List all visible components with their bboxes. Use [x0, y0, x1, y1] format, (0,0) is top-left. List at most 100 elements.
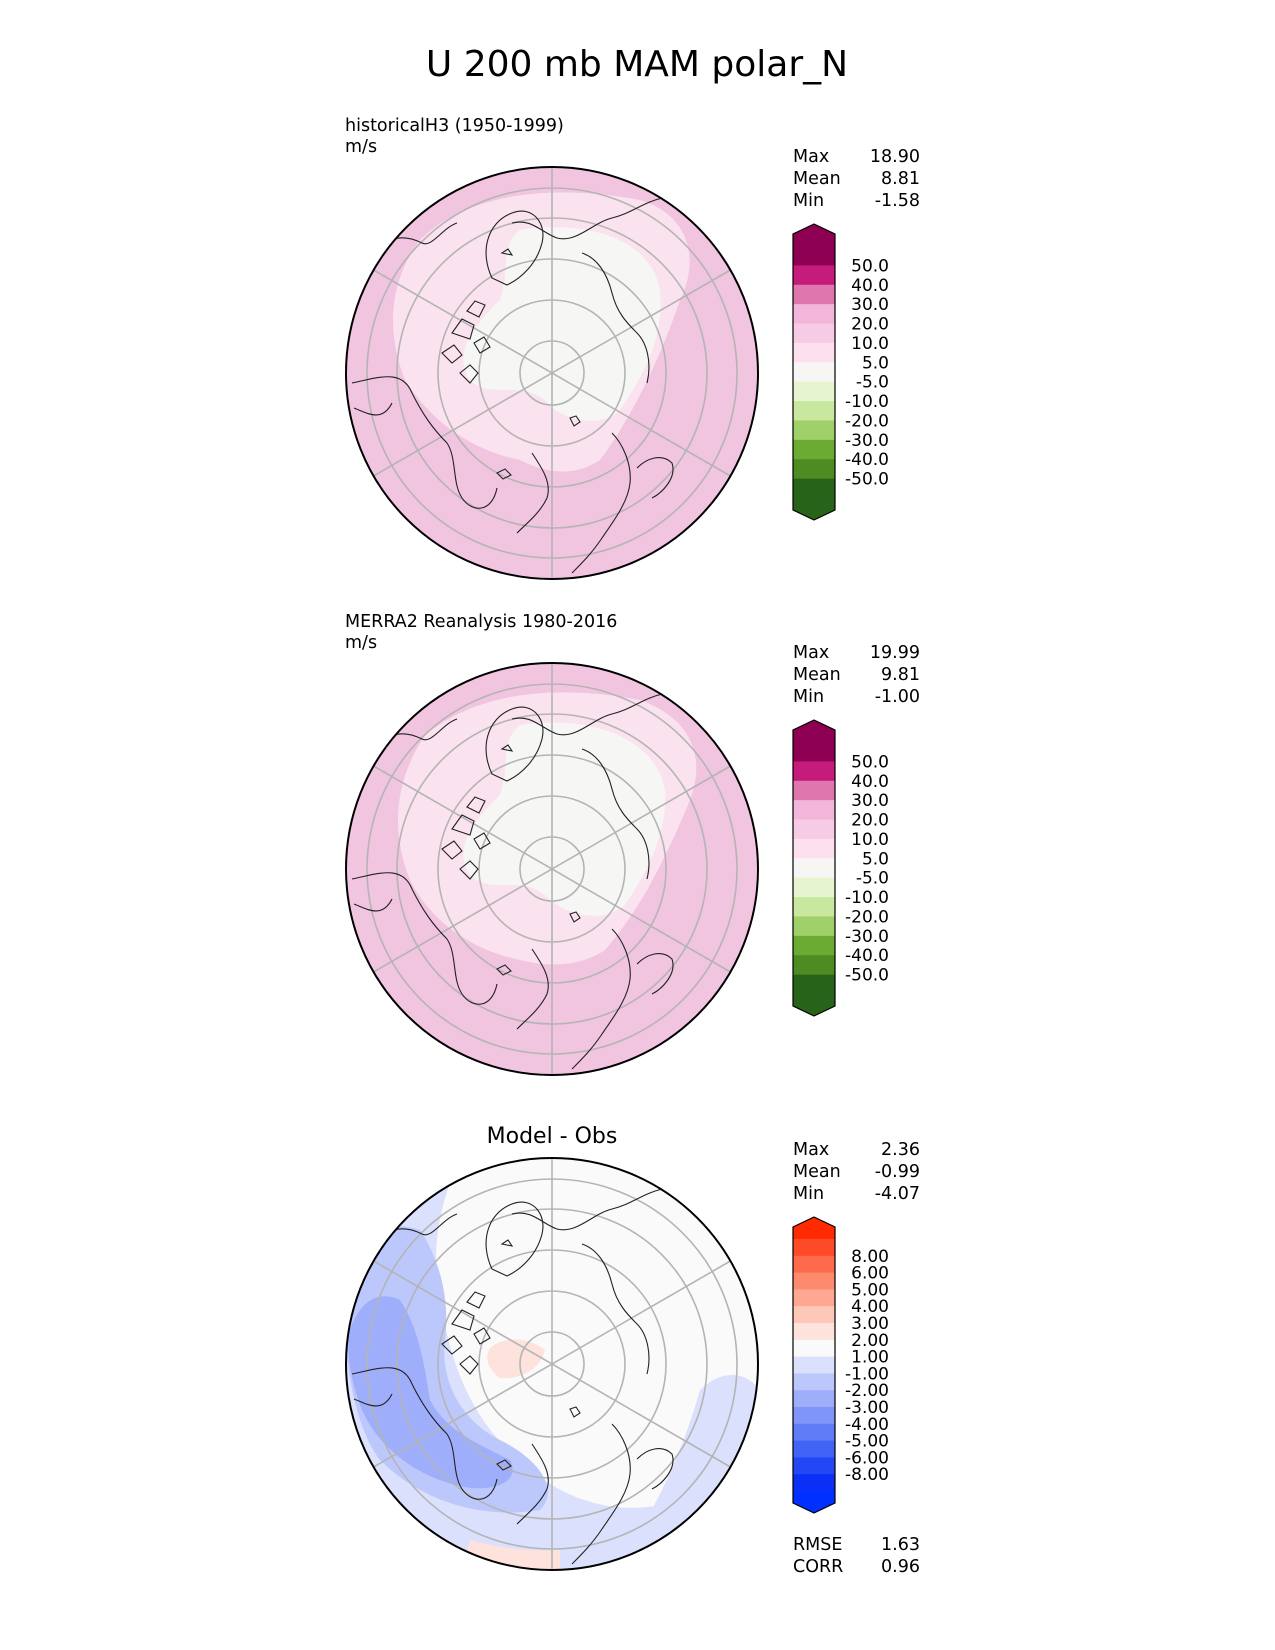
figure-title: U 200 mb MAM polar_N	[426, 44, 848, 85]
colorbar-outline	[792, 719, 836, 1017]
stat-max-label: Max	[793, 147, 829, 167]
panel-test-units: m/s	[345, 137, 377, 157]
stats-diff-extra: RMSE 1.63 CORR 0.96	[793, 1535, 920, 1577]
colorbar-swatch	[793, 916, 835, 937]
colorbar-swatch	[793, 459, 835, 480]
colorbar-upper-extend	[793, 720, 835, 742]
colorbar-tick-label: 30.0	[851, 295, 889, 315]
stat-min-label: Min	[793, 1184, 824, 1204]
polar-map-boundary	[345, 1157, 759, 1571]
stat-corr-label: CORR	[793, 1557, 843, 1577]
colorbar-tick-label: 30.0	[851, 791, 889, 811]
colorbar-swatch	[793, 1272, 835, 1290]
colorbar-swatch	[793, 1407, 835, 1425]
stat-mean-value: 8.81	[881, 169, 920, 189]
colorbar-tick-label: -30.0	[845, 927, 889, 947]
colorbar-swatch	[793, 1339, 835, 1358]
colorbar-tick-label: 20.0	[851, 315, 889, 335]
colorbar-tick-label: -8.00	[845, 1465, 889, 1485]
colorbar-swatch	[793, 420, 835, 441]
colorbar-tick-label: -5.0	[856, 373, 889, 393]
colorbar-swatch	[793, 1423, 835, 1442]
colorbar-swatch	[793, 1356, 835, 1374]
colorbar-swatch	[793, 1390, 835, 1408]
stats-diff: Max 2.36 Mean -0.99 Min -4.07	[793, 1140, 920, 1204]
stat-mean-label: Mean	[793, 1162, 841, 1182]
colorbar-tick-label: 40.0	[851, 772, 889, 792]
colorbar-swatch	[793, 858, 835, 879]
colorbar-swatch	[793, 401, 835, 421]
colorbar-tick-label: 3.00	[851, 1314, 889, 1334]
colorbar-tick-label: -4.00	[845, 1415, 889, 1435]
colorbar-upper-extend	[793, 1217, 835, 1239]
colorbar-swatch	[793, 323, 835, 344]
colorbar-outline	[792, 1216, 836, 1514]
panel-diff-title: Model - Obs	[487, 1124, 618, 1149]
panel-test: historicalH3 (1950-1999) m/s Max 18.90 M…	[345, 116, 920, 580]
stat-max-value: 19.99	[870, 643, 920, 663]
colorbar-tick-label: -40.0	[845, 450, 889, 470]
stat-mean-label: Mean	[793, 665, 841, 685]
colorbar-swatch	[793, 478, 835, 499]
stat-min-value: -1.00	[875, 687, 920, 707]
colorbar-swatch	[793, 955, 835, 976]
colorbar-tick-label: -20.0	[845, 411, 889, 431]
stat-rmse-label: RMSE	[793, 1535, 842, 1555]
stat-min-value: -1.58	[875, 191, 920, 211]
polar-map-test	[346, 167, 758, 579]
colorbar-swatch	[793, 935, 835, 956]
colorbar-tick-label: 6.00	[851, 1264, 889, 1284]
stat-corr-value: 0.96	[881, 1557, 920, 1577]
colorbar-swatch	[793, 742, 835, 762]
polar-map-diff	[346, 1158, 758, 1570]
colorbar-tick-label: 10.0	[851, 830, 889, 850]
colorbar-swatch	[793, 838, 835, 859]
colorbar-swatch	[793, 974, 835, 995]
colorbar-outline	[792, 223, 836, 521]
colorbar-swatch	[793, 877, 835, 898]
panel-test-label: historicalH3 (1950-1999)	[345, 116, 564, 136]
colorbar-swatch	[793, 819, 835, 840]
colorbar-swatch	[793, 284, 835, 305]
colorbar-swatch	[793, 342, 835, 363]
colorbar-tick-label: 50.0	[851, 256, 889, 276]
colorbar-swatch	[793, 246, 835, 266]
stat-max-label: Max	[793, 643, 829, 663]
stat-rmse-value: 1.63	[881, 1535, 920, 1555]
stat-min-label: Min	[793, 191, 824, 211]
panel-reference-label: MERRA2 Reanalysis 1980-2016	[345, 612, 617, 632]
colorbar-swatch	[793, 761, 835, 782]
colorbar-reference: 50.040.030.020.010.05.0-5.0-10.0-20.0-30…	[792, 719, 889, 1017]
stat-min-label: Min	[793, 687, 824, 707]
stat-mean-value: -0.99	[875, 1162, 920, 1182]
stat-max-label: Max	[793, 1140, 829, 1160]
colorbar-swatch	[793, 780, 835, 801]
panel-reference-units: m/s	[345, 633, 377, 653]
polar-map-boundary	[345, 166, 759, 580]
colorbar-swatch	[793, 362, 835, 383]
colorbar-tick-label: 20.0	[851, 811, 889, 831]
colorbar-swatch	[793, 1323, 835, 1341]
stat-max-value: 18.90	[870, 147, 920, 167]
colorbar-lower-extend	[793, 498, 835, 520]
colorbar-swatch	[793, 1373, 835, 1391]
colorbar-swatch	[793, 1474, 835, 1492]
colorbar-tick-label: -10.0	[845, 888, 889, 908]
stat-mean-label: Mean	[793, 169, 841, 189]
colorbar-tick-label: 10.0	[851, 334, 889, 354]
polar-map-reference	[346, 663, 758, 1075]
panel-reference: MERRA2 Reanalysis 1980-2016 m/s Max 19.9…	[345, 612, 920, 1076]
stat-min-value: -4.07	[875, 1184, 920, 1204]
colorbar-swatch	[793, 1239, 835, 1257]
polar-map-boundary	[345, 662, 759, 1076]
colorbar-tick-label: 5.00	[851, 1280, 889, 1300]
colorbar-tick-label: 40.0	[851, 276, 889, 296]
colorbar-swatch	[793, 897, 835, 917]
colorbar-swatch	[793, 1255, 835, 1274]
colorbar-tick-label: 4.00	[851, 1297, 889, 1317]
stat-max-value: 2.36	[881, 1140, 920, 1160]
colorbar-tick-label: -1.00	[845, 1364, 889, 1384]
colorbar-swatch	[793, 1289, 835, 1307]
colorbar-upper-extend	[793, 224, 835, 246]
